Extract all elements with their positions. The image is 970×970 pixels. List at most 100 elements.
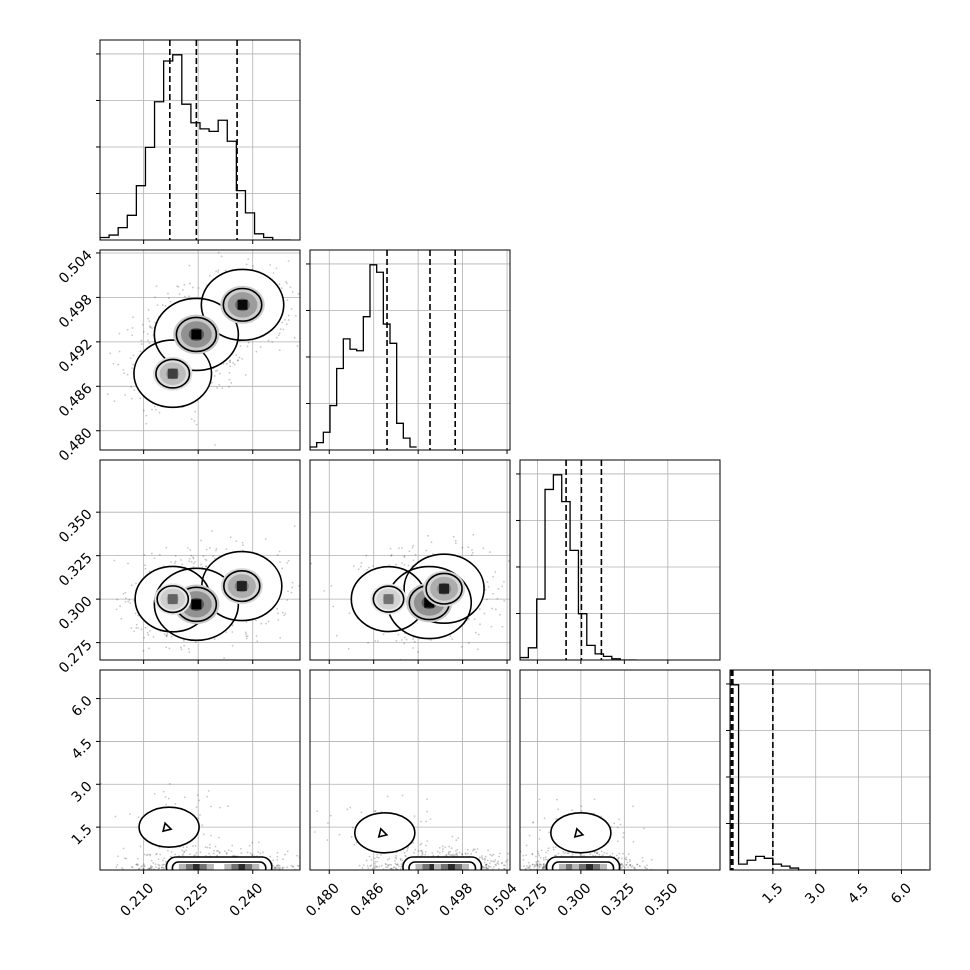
scatter-point (281, 611, 284, 614)
scatter-point (142, 649, 145, 652)
scatter-point (246, 345, 249, 348)
scatter-point (485, 863, 488, 866)
scatter-point (461, 853, 464, 855)
scatter-point (206, 795, 209, 798)
scatter-point (192, 562, 195, 565)
scatter-point (138, 867, 141, 870)
density-cell (192, 864, 200, 870)
scatter-point (229, 361, 232, 364)
scatter-point (229, 359, 231, 362)
scatter-point (542, 863, 545, 866)
scatter-point (147, 634, 150, 636)
scatter-point (287, 314, 290, 317)
scatter-point (406, 849, 408, 852)
scatter-point (515, 867, 517, 869)
contour-outer (200, 268, 285, 342)
scatter-point (155, 408, 157, 411)
scatter-point (399, 857, 402, 860)
scatter-point (600, 850, 603, 853)
scatter-point (195, 806, 198, 809)
scatter-point (475, 851, 478, 853)
scatter-point (525, 844, 528, 847)
density-peak (424, 597, 435, 608)
scatter-point (284, 853, 286, 856)
scatter-point (167, 797, 170, 800)
scatter-point (167, 292, 169, 295)
scatter-point (632, 866, 635, 869)
scatter-point (376, 640, 379, 643)
scatter-point (141, 864, 144, 867)
scatter-point (149, 867, 151, 870)
scatter-point (291, 865, 294, 868)
scatter-point (210, 834, 212, 837)
scatter-point (152, 636, 155, 638)
scatter-point (193, 561, 196, 563)
density-panel-0-1 (96, 249, 301, 454)
scatter-point (490, 854, 493, 857)
scatter-point (245, 263, 248, 266)
scatter-point (279, 328, 282, 331)
scatter-point (170, 850, 173, 853)
scatter-point (140, 628, 143, 631)
scatter-point (327, 822, 329, 824)
density-cell (245, 864, 253, 870)
scatter-point (188, 264, 191, 267)
scatter-point (283, 614, 286, 617)
scatter-point (294, 314, 297, 317)
density-cell (454, 864, 462, 870)
scatter-point (281, 867, 284, 870)
scatter-point (190, 560, 193, 563)
scatter-point (132, 316, 134, 319)
scatter-point (222, 362, 225, 365)
density-cell (461, 864, 469, 870)
scatter-point (244, 374, 247, 376)
scatter-point (494, 863, 497, 866)
contour-mid (171, 861, 267, 870)
scatter-point (451, 835, 454, 838)
scatter-point (404, 855, 407, 858)
scatter-point (452, 853, 455, 856)
scatter-point (485, 867, 488, 870)
scatter-point (485, 863, 487, 866)
density-cell (422, 864, 430, 870)
scatter-point (537, 852, 540, 855)
scatter-point (264, 538, 267, 540)
scatter-point (511, 862, 513, 864)
scatter-point (533, 866, 536, 868)
scatter-point (429, 818, 432, 821)
scatter-point (278, 864, 281, 867)
scatter-point (646, 867, 648, 870)
scatter-point (528, 866, 530, 869)
scatter-point (228, 385, 230, 388)
scatter-point (492, 592, 495, 595)
scatter-point (539, 856, 542, 859)
scatter-point (622, 865, 625, 868)
scatter-point (375, 866, 378, 868)
scatter-point (618, 852, 621, 855)
scatter-point (228, 378, 231, 381)
scatter-point (161, 864, 164, 866)
scatter-point (147, 867, 149, 870)
scatter-point (166, 634, 168, 637)
scatter-point (541, 866, 544, 869)
scatter-point (287, 260, 290, 262)
scatter-point (276, 855, 279, 858)
scatter-point (505, 860, 507, 863)
scatter-point (400, 639, 403, 641)
scatter-point (484, 855, 487, 858)
scatter-point (143, 853, 146, 856)
scatter-point (536, 864, 538, 867)
scatter-point (132, 363, 135, 366)
scatter-point (432, 854, 435, 857)
density-layer (310, 460, 510, 660)
scatter-point (149, 853, 151, 856)
scatter-point (389, 867, 392, 870)
scatter-point (538, 866, 541, 869)
scatter-point (168, 783, 171, 785)
density-peak (237, 299, 248, 310)
density-peak (383, 594, 394, 605)
scatter-point (357, 568, 360, 571)
scatter-point (401, 872, 403, 874)
scatter-point (208, 274, 211, 277)
scatter-point (208, 852, 210, 855)
